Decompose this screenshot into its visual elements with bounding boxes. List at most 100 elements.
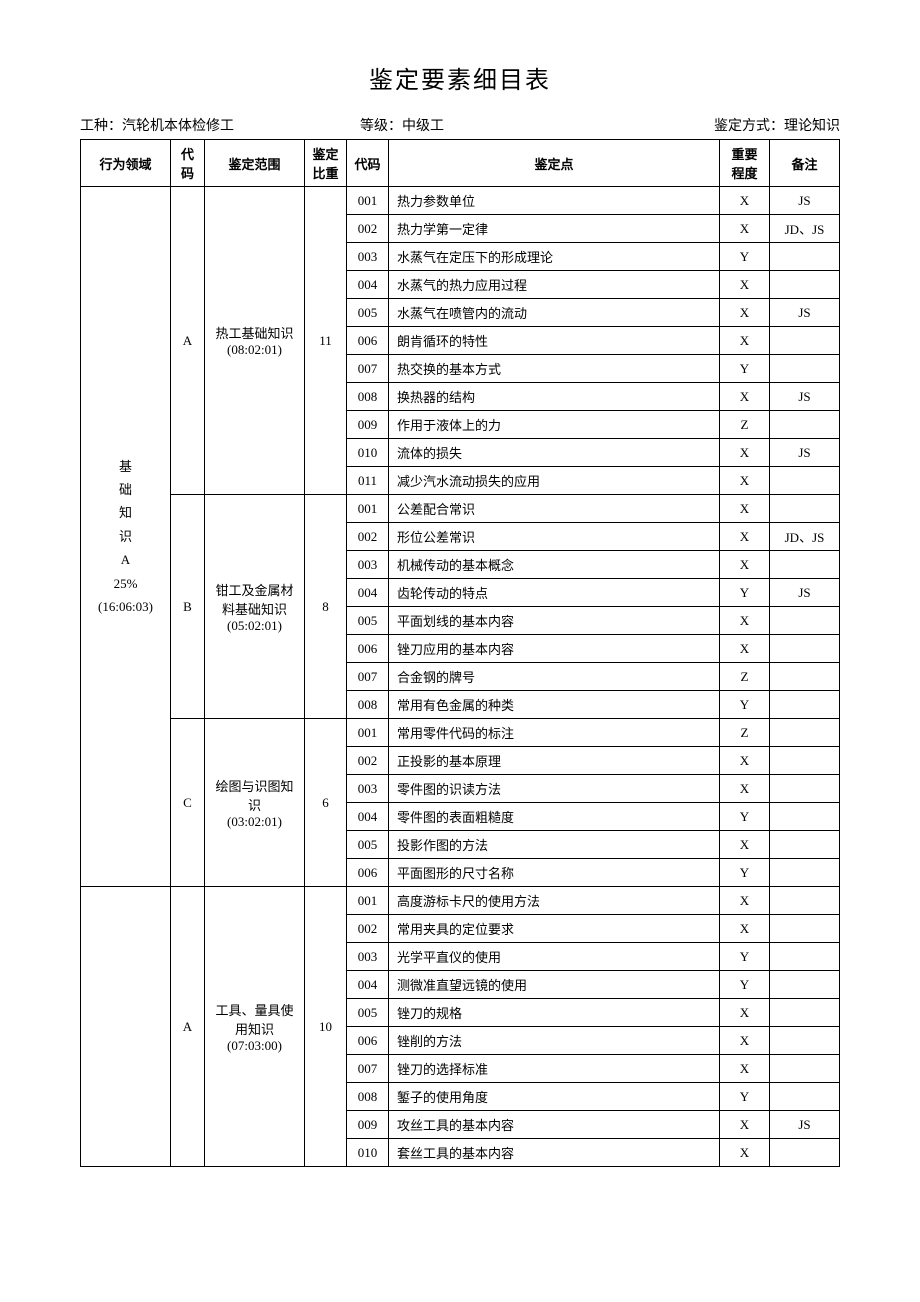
col-remark: 备注 <box>770 140 840 187</box>
table-cell: 减少汽水流动损失的应用 <box>389 467 720 495</box>
table-cell: Y <box>720 691 770 719</box>
table-cell: 005 <box>347 607 389 635</box>
table-cell: 009 <box>347 1111 389 1139</box>
table-cell: X <box>720 1027 770 1055</box>
table-cell: 锉刀应用的基本内容 <box>389 635 720 663</box>
table-cell: 錾子的使用角度 <box>389 1083 720 1111</box>
table-cell: 8 <box>305 495 347 719</box>
table-cell: 004 <box>347 971 389 999</box>
table-cell: Y <box>720 579 770 607</box>
table-header-row: 行为领域 代码 鉴定范围 鉴定比重 代码 鉴定点 重要程度 备注 <box>81 140 840 187</box>
table-cell <box>770 495 840 523</box>
table-cell: 形位公差常识 <box>389 523 720 551</box>
table-cell <box>770 831 840 859</box>
table-cell: 003 <box>347 551 389 579</box>
table-cell: 光学平直仪的使用 <box>389 943 720 971</box>
table-cell: JS <box>770 383 840 411</box>
table-cell: X <box>720 299 770 327</box>
table-cell: 套丝工具的基本内容 <box>389 1139 720 1167</box>
table-cell <box>770 943 840 971</box>
table-cell <box>770 803 840 831</box>
page-title: 鉴定要素细目表 <box>80 60 840 95</box>
table-cell: JD、JS <box>770 523 840 551</box>
table-cell: X <box>720 383 770 411</box>
table-cell <box>770 971 840 999</box>
table-cell <box>770 999 840 1027</box>
table-cell: 002 <box>347 915 389 943</box>
table-cell: 作用于液体上的力 <box>389 411 720 439</box>
table-row: B钳工及金属材料基础知识(05:02:01)8001公差配合常识X <box>81 495 840 523</box>
table-cell: 007 <box>347 1055 389 1083</box>
table-row: A工具、量具使用知识(07:03:00)10001高度游标卡尺的使用方法X <box>81 887 840 915</box>
table-cell <box>770 747 840 775</box>
table-cell <box>770 271 840 299</box>
table-cell: 常用零件代码的标注 <box>389 719 720 747</box>
col-weight: 鉴定比重 <box>305 140 347 187</box>
table-cell: 003 <box>347 243 389 271</box>
table-cell: 001 <box>347 719 389 747</box>
table-cell <box>770 355 840 383</box>
table-cell: JS <box>770 1111 840 1139</box>
table-cell: X <box>720 467 770 495</box>
table-cell: JS <box>770 187 840 215</box>
table-cell: X <box>720 327 770 355</box>
table-cell: 水蒸气在喷管内的流动 <box>389 299 720 327</box>
table-cell: X <box>720 439 770 467</box>
table-cell: X <box>720 187 770 215</box>
table-cell: 003 <box>347 943 389 971</box>
table-cell: 001 <box>347 187 389 215</box>
col-scope: 鉴定范围 <box>205 140 305 187</box>
col-importance: 重要程度 <box>720 140 770 187</box>
table-cell: 平面图形的尺寸名称 <box>389 859 720 887</box>
table-row: C绘图与识图知识(03:02:01)6001常用零件代码的标注Z <box>81 719 840 747</box>
table-cell <box>770 635 840 663</box>
table-cell: Y <box>720 971 770 999</box>
table-row: 基础知识A25%(16:06:03)A热工基础知识(08:02:01)11001… <box>81 187 840 215</box>
table-cell: A <box>171 187 205 495</box>
table-cell: 010 <box>347 1139 389 1167</box>
table-cell: 008 <box>347 1083 389 1111</box>
table-cell: 006 <box>347 327 389 355</box>
header-left-value: 汽轮机本体检修工 <box>122 119 234 134</box>
header-meta: 工种：汽轮机本体检修工 等级：中级工 鉴定方式：理论知识 <box>80 115 840 135</box>
table-cell: 机械传动的基本概念 <box>389 551 720 579</box>
scope-cell: 工具、量具使用知识(07:03:00) <box>205 887 305 1167</box>
table-cell: Y <box>720 243 770 271</box>
table-cell: 10 <box>305 887 347 1167</box>
table-cell: 002 <box>347 523 389 551</box>
table-cell: 008 <box>347 691 389 719</box>
header-mid-label: 等级： <box>360 119 402 134</box>
header-mid-value: 中级工 <box>402 119 444 134</box>
table-cell: 11 <box>305 187 347 495</box>
table-cell: 6 <box>305 719 347 887</box>
table-cell: 锉削的方法 <box>389 1027 720 1055</box>
table-cell: 002 <box>347 747 389 775</box>
table-cell: X <box>720 831 770 859</box>
table-cell <box>770 607 840 635</box>
table-cell <box>770 859 840 887</box>
table-cell: 008 <box>347 383 389 411</box>
table-cell: 零件图的识读方法 <box>389 775 720 803</box>
table-cell: 热力参数单位 <box>389 187 720 215</box>
table-cell: X <box>720 523 770 551</box>
table-cell: X <box>720 1139 770 1167</box>
table-cell: 007 <box>347 663 389 691</box>
table-cell: 常用夹具的定位要求 <box>389 915 720 943</box>
table-cell: 003 <box>347 775 389 803</box>
table-cell: B <box>171 495 205 719</box>
table-cell <box>770 411 840 439</box>
table-cell: 001 <box>347 887 389 915</box>
table-cell: 热交换的基本方式 <box>389 355 720 383</box>
table-cell: X <box>720 999 770 1027</box>
table-cell: 朗肯循环的特性 <box>389 327 720 355</box>
col-domain: 行为领域 <box>81 140 171 187</box>
table-cell: 006 <box>347 635 389 663</box>
table-cell: JS <box>770 299 840 327</box>
table-cell <box>770 1083 840 1111</box>
table-cell: 006 <box>347 1027 389 1055</box>
table-cell <box>770 915 840 943</box>
table-cell: 006 <box>347 859 389 887</box>
scope-cell: 钳工及金属材料基础知识(05:02:01) <box>205 495 305 719</box>
table-cell: 流体的损失 <box>389 439 720 467</box>
table-cell: Y <box>720 1083 770 1111</box>
